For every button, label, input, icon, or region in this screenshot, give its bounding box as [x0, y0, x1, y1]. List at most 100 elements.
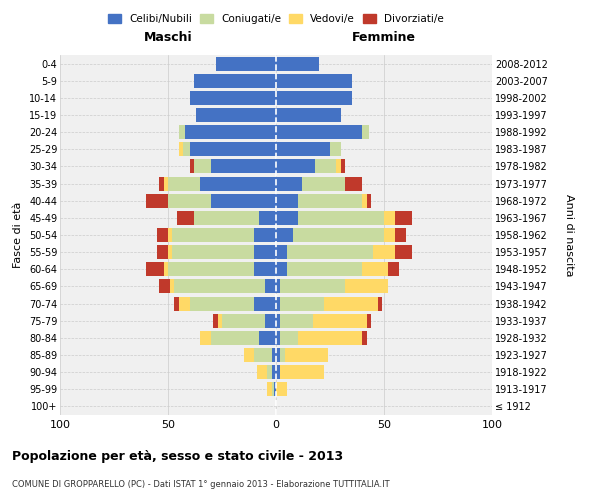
Bar	[276, 382, 287, 396]
Bar	[280, 331, 298, 345]
Bar	[222, 314, 265, 328]
Bar	[244, 348, 254, 362]
Bar	[200, 176, 276, 190]
Bar	[164, 176, 168, 190]
Bar	[272, 382, 274, 396]
Bar	[276, 56, 319, 70]
Bar	[254, 296, 276, 310]
Bar	[276, 125, 362, 139]
Bar	[176, 211, 194, 225]
Bar	[276, 245, 287, 259]
Bar	[284, 348, 328, 362]
Bar	[337, 160, 341, 173]
Bar	[179, 296, 190, 310]
Bar	[276, 262, 287, 276]
Bar	[377, 296, 382, 310]
Bar	[268, 365, 272, 379]
Text: COMUNE DI GROPPARELLO (PC) - Dati ISTAT 1° gennaio 2013 - Elaborazione TUTTITALI: COMUNE DI GROPPARELLO (PC) - Dati ISTAT …	[12, 480, 389, 489]
Bar	[265, 280, 276, 293]
Bar	[298, 194, 362, 207]
Bar	[384, 228, 395, 242]
Bar	[388, 262, 399, 276]
Bar	[146, 194, 168, 207]
Bar	[276, 348, 280, 362]
Bar	[200, 331, 211, 345]
Bar	[345, 280, 388, 293]
Bar	[168, 245, 172, 259]
Bar	[211, 194, 276, 207]
Bar	[384, 211, 395, 225]
Bar	[313, 314, 367, 328]
Bar	[323, 296, 377, 310]
Bar	[298, 331, 362, 345]
Bar	[185, 125, 276, 139]
Bar	[160, 176, 164, 190]
Bar	[276, 331, 280, 345]
Bar	[330, 142, 341, 156]
Bar	[276, 296, 280, 310]
Bar	[175, 296, 179, 310]
Bar	[194, 74, 276, 88]
Bar	[276, 91, 352, 105]
Bar	[183, 142, 190, 156]
Bar	[168, 176, 200, 190]
Bar	[160, 280, 170, 293]
Bar	[362, 331, 367, 345]
Bar	[276, 160, 315, 173]
Bar	[276, 194, 298, 207]
Bar	[395, 211, 412, 225]
Bar	[367, 194, 371, 207]
Bar	[168, 194, 211, 207]
Bar	[211, 331, 259, 345]
Bar	[287, 262, 362, 276]
Bar	[265, 314, 276, 328]
Bar	[254, 245, 276, 259]
Bar	[315, 160, 337, 173]
Bar	[194, 160, 211, 173]
Text: Popolazione per età, sesso e stato civile - 2013: Popolazione per età, sesso e stato civil…	[12, 450, 343, 463]
Bar	[373, 245, 395, 259]
Bar	[276, 228, 293, 242]
Bar	[215, 56, 276, 70]
Bar	[274, 382, 276, 396]
Bar	[280, 296, 323, 310]
Bar	[190, 296, 254, 310]
Bar	[280, 365, 323, 379]
Bar	[259, 331, 276, 345]
Bar	[276, 365, 280, 379]
Bar	[362, 194, 367, 207]
Bar	[367, 314, 371, 328]
Y-axis label: Anni di nascita: Anni di nascita	[565, 194, 574, 276]
Bar	[276, 142, 330, 156]
Bar	[276, 74, 352, 88]
Bar	[190, 160, 194, 173]
Bar	[190, 142, 276, 156]
Bar	[218, 314, 222, 328]
Bar	[259, 211, 276, 225]
Bar	[196, 108, 276, 122]
Bar	[395, 245, 412, 259]
Bar	[268, 382, 272, 396]
Y-axis label: Fasce di età: Fasce di età	[13, 202, 23, 268]
Bar	[164, 262, 168, 276]
Bar	[194, 211, 259, 225]
Bar	[157, 228, 168, 242]
Bar	[211, 160, 276, 173]
Bar	[276, 176, 302, 190]
Bar	[257, 365, 268, 379]
Bar	[276, 314, 280, 328]
Bar	[190, 91, 276, 105]
Bar	[276, 280, 280, 293]
Bar	[146, 262, 164, 276]
Bar	[287, 245, 373, 259]
Bar	[276, 108, 341, 122]
Bar	[272, 365, 276, 379]
Bar	[280, 280, 345, 293]
Bar	[172, 245, 254, 259]
Bar	[272, 348, 276, 362]
Bar	[214, 314, 218, 328]
Text: Femmine: Femmine	[352, 31, 416, 44]
Bar	[302, 176, 345, 190]
Bar	[341, 160, 345, 173]
Bar	[179, 125, 185, 139]
